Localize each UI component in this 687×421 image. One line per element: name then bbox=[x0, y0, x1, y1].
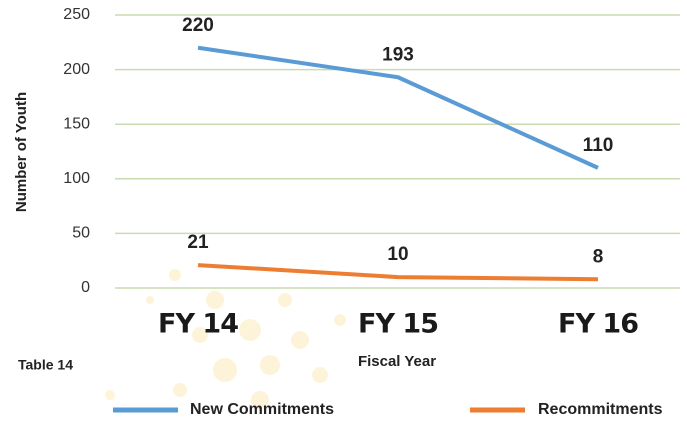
y-axis-label: Number of Youth bbox=[13, 92, 30, 212]
y-tick-label: 0 bbox=[81, 279, 90, 296]
data-label: 110 bbox=[583, 135, 614, 156]
y-tick-label: 250 bbox=[63, 6, 90, 23]
data-label: 10 bbox=[387, 244, 408, 265]
x-tick-label: FY 14 bbox=[158, 309, 238, 340]
data-label: 21 bbox=[187, 232, 209, 253]
legend-label: New Commitments bbox=[190, 401, 334, 418]
data-label: 193 bbox=[382, 44, 414, 65]
y-tick-label: 150 bbox=[63, 115, 90, 132]
x-axis-label: Fiscal Year bbox=[358, 353, 436, 370]
y-tick-label: 200 bbox=[63, 61, 90, 78]
x-tick-label: FY 15 bbox=[358, 309, 438, 340]
y-tick-label: 50 bbox=[72, 225, 90, 242]
annotation: Table 14 bbox=[18, 357, 73, 373]
data-label: 220 bbox=[182, 15, 214, 36]
legend-label: Recommitments bbox=[538, 401, 663, 418]
x-tick-label: FY 16 bbox=[558, 309, 638, 340]
line bbox=[197, 45, 599, 170]
y-tick-label: 100 bbox=[63, 170, 90, 187]
line bbox=[197, 263, 599, 282]
data-label: 8 bbox=[593, 246, 604, 267]
background-dots bbox=[105, 269, 346, 409]
